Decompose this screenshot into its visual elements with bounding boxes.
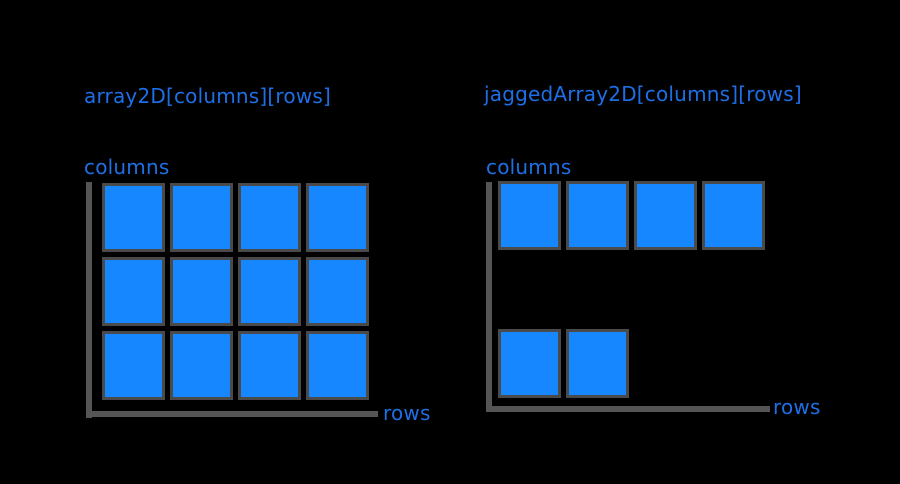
left-cell-r2-c0 bbox=[102, 331, 165, 400]
right-vertical-axis bbox=[486, 182, 492, 412]
right-cell-r2-c1 bbox=[566, 329, 629, 398]
left-cell-r1-c1 bbox=[170, 257, 233, 326]
right-cell-r2-c0 bbox=[498, 329, 561, 398]
left-cell-r0-c0 bbox=[102, 183, 165, 252]
left-cell-r1-c0 bbox=[102, 257, 165, 326]
left-cell-r1-c3 bbox=[306, 257, 369, 326]
right-cell-r0-c0 bbox=[498, 181, 561, 250]
left-cell-r0-c1 bbox=[170, 183, 233, 252]
right-cell-r0-c2 bbox=[634, 181, 697, 250]
right-columns-label: columns bbox=[486, 155, 572, 179]
left-columns-label: columns bbox=[84, 155, 170, 179]
right-cell-r0-c3 bbox=[702, 181, 765, 250]
left-rows-label: rows bbox=[383, 401, 431, 425]
left-vertical-axis bbox=[86, 182, 92, 418]
left-cell-r2-c1 bbox=[170, 331, 233, 400]
left-horizontal-axis bbox=[86, 411, 378, 417]
left-cell-r0-c2 bbox=[238, 183, 301, 252]
left-cell-r1-c2 bbox=[238, 257, 301, 326]
right-diagram-title: jaggedArray2D[columns][rows] bbox=[484, 82, 802, 106]
right-rows-label: rows bbox=[773, 395, 821, 419]
left-cell-r2-c2 bbox=[238, 331, 301, 400]
right-cell-r0-c1 bbox=[566, 181, 629, 250]
right-horizontal-axis bbox=[486, 406, 770, 412]
left-diagram-title: array2D[columns][rows] bbox=[84, 84, 332, 108]
left-cell-r2-c3 bbox=[306, 331, 369, 400]
left-cell-r0-c3 bbox=[306, 183, 369, 252]
